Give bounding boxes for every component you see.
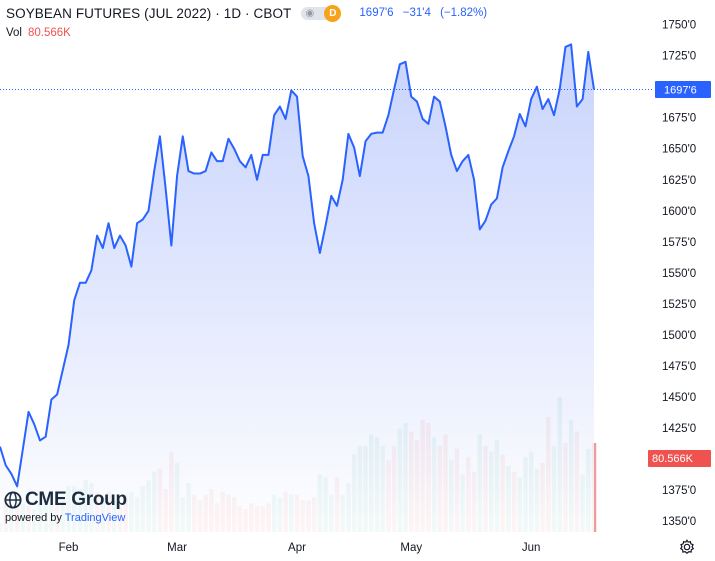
chart-header: SOYBEAN FUTURES (JUL 2022) · 1D · CBOT ◉… [6,4,493,22]
y-tick-label: 1350'0 [662,516,696,528]
x-tick-label: May [400,542,422,554]
last-price: 1697'6 [359,7,394,19]
cme-logo[interactable]: CME Group powered by TradingView [4,489,127,524]
y-tick-label: 1725'0 [662,51,696,63]
price-area-fill [0,44,594,533]
y-tick-label: 1575'0 [662,237,696,249]
x-tick-label: Feb [59,542,79,554]
interval-label[interactable]: 1D [223,5,242,21]
price-change: −31'4 [402,7,431,19]
last-price-label: 1697'6 [655,80,711,98]
y-tick-label: 1425'0 [662,423,696,435]
y-tick-label: 1475'0 [662,361,696,373]
price-line [0,43,595,488]
y-tick-label: 1675'0 [662,113,696,125]
market-status-toggle[interactable]: ◉ D [301,4,342,22]
y-tick-label: 1750'0 [662,20,696,32]
last-price-text: 1697'6 [664,84,697,96]
y-tick-label: 1650'0 [662,144,696,156]
symbol-title[interactable]: SOYBEAN FUTURES (JUL 2022) [6,5,212,21]
x-axis[interactable]: Feb Mar Apr May Jun [59,542,541,554]
volume-legend-value: 80.566K [28,27,71,39]
volume-value-label: 80.566K [648,450,711,467]
y-tick-label: 1450'0 [662,392,696,404]
y-tick-label: 1375'0 [662,485,696,497]
delayed-badge: D [324,4,342,22]
y-tick-label: 1625'0 [662,175,696,187]
gear-icon[interactable] [678,538,696,556]
exchange-label: CBOT [253,5,292,21]
volume-value-text: 80.566K [652,453,694,465]
y-tick-label: 1600'0 [662,206,696,218]
x-tick-label: Jun [522,542,541,554]
volume-legend[interactable]: Vol 80.566K [6,27,71,39]
volume-legend-label: Vol [6,27,22,39]
x-tick-label: Apr [288,542,306,554]
y-tick-label: 1500'0 [662,330,696,342]
y-tick-label: 1525'0 [662,299,696,311]
eye-icon: ◉ [305,7,315,19]
powered-by: powered by TradingView [5,512,126,524]
price-change-pct: (−1.82%) [440,7,488,19]
logo-brand: CME Group [25,489,127,510]
globe-icon [4,491,22,509]
x-tick-label: Mar [167,542,187,554]
quote-values: 1697'6 −31'4 (−1.82%) [359,7,493,19]
y-tick-label: 1550'0 [662,268,696,280]
